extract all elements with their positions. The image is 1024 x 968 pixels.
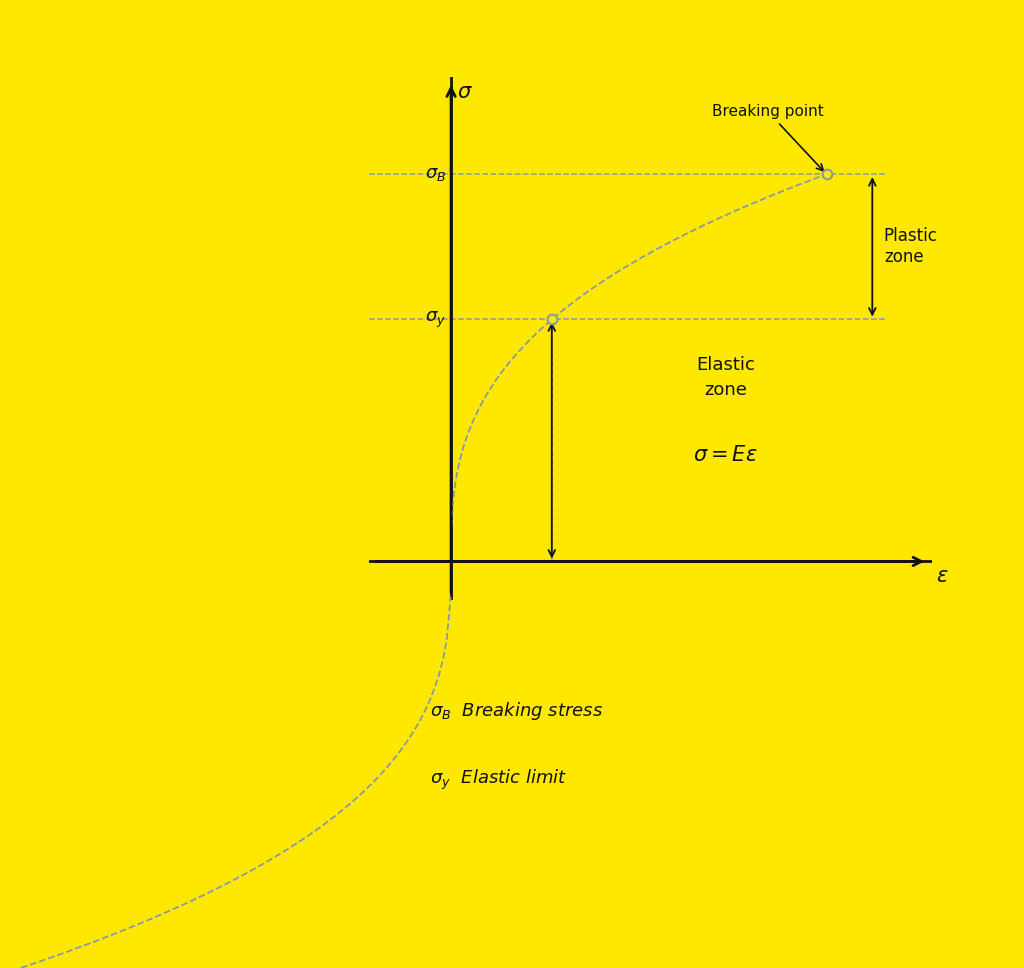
Text: $\sigma = E \epsilon$: $\sigma = E \epsilon$: [693, 445, 758, 465]
Text: Breaking point: Breaking point: [712, 105, 823, 170]
Text: $\sigma_B$: $\sigma_B$: [425, 166, 446, 183]
Text: Plastic
zone: Plastic zone: [884, 227, 938, 266]
Text: $\sigma_y$  Elastic limit: $\sigma_y$ Elastic limit: [430, 768, 567, 792]
Text: $\sigma$: $\sigma$: [457, 82, 472, 103]
Text: $\sigma_B$  Breaking stress: $\sigma_B$ Breaking stress: [430, 700, 603, 722]
Text: $\epsilon$: $\epsilon$: [936, 566, 949, 587]
Text: Elastic
zone: Elastic zone: [696, 356, 756, 399]
Text: $\sigma_y$: $\sigma_y$: [425, 310, 446, 329]
